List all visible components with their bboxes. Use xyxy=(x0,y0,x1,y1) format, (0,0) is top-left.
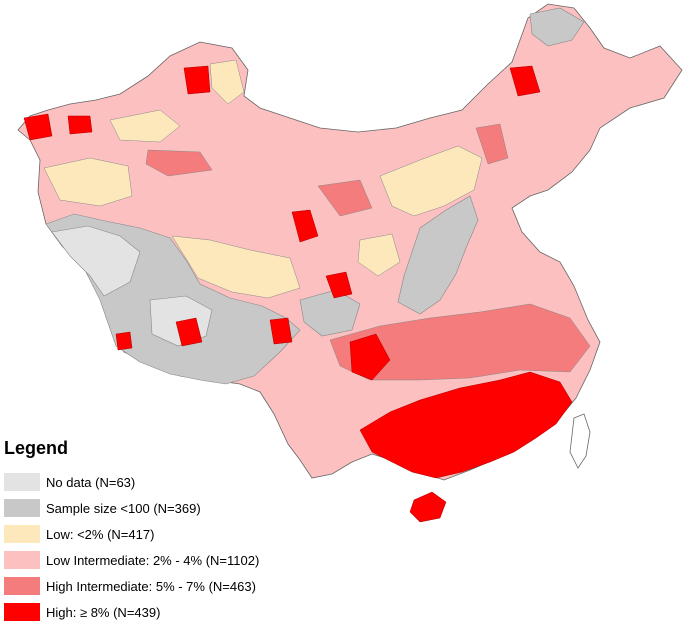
region-no-data-west xyxy=(51,225,141,297)
legend-label: Low: <2% (N=417) xyxy=(46,526,155,542)
region-low-center xyxy=(357,233,401,277)
region-low-northwest xyxy=(43,157,133,207)
legend-item: No data (N=63) xyxy=(4,469,334,495)
legend-item: High: ≥ 8% (N=439) xyxy=(4,599,334,625)
region-sample-size-northeast xyxy=(529,7,585,47)
legend-item: High Intermediate: 5% - 7% (N=463) xyxy=(4,573,334,599)
legend-item: Sample size <100 (N=369) xyxy=(4,495,334,521)
legend-swatch xyxy=(4,577,40,595)
legend-title: Legend xyxy=(4,438,69,458)
legend-swatch xyxy=(4,499,40,517)
region-low-north xyxy=(209,59,245,105)
legend-swatch xyxy=(4,603,40,621)
legend-swatch xyxy=(4,473,40,491)
region-high-tibet-1 xyxy=(175,317,203,347)
legend-swatch xyxy=(4,551,40,569)
legend-label: High Intermediate: 5% - 7% (N=463) xyxy=(46,578,256,594)
region-high-qinghai xyxy=(325,271,353,299)
region-high-tibet-3 xyxy=(115,331,133,351)
region-high-xinjiang-west-1 xyxy=(23,113,53,141)
region-low-qinghai xyxy=(171,235,301,299)
region-high-tibet-2 xyxy=(269,317,293,345)
region-high-intermediate-northeast xyxy=(475,123,509,165)
region-high-hainan xyxy=(409,491,447,523)
region-high-sichuan xyxy=(349,333,391,381)
region-high-xinjiang-north xyxy=(183,65,211,95)
region-low-innermongolia xyxy=(379,145,483,217)
region-high-xinjiang-west-2 xyxy=(67,115,93,135)
region-high-gansu xyxy=(291,209,319,243)
region-high-intermediate-southeast xyxy=(329,303,591,381)
legend-label: No data (N=63) xyxy=(46,474,136,490)
legend-label: Sample size <100 (N=369) xyxy=(46,500,201,516)
legend-label: High: ≥ 8% (N=439) xyxy=(46,604,161,620)
region-high-intermediate-ningxia xyxy=(317,179,373,217)
legend-swatch xyxy=(4,525,40,543)
legend-item: Low Intermediate: 2% - 4% (N=1102) xyxy=(4,547,334,573)
region-sample-size-north xyxy=(397,195,479,315)
legend: Legend No data (N=63) Sample size <100 (N… xyxy=(4,438,334,625)
region-high-intermediate-gansu xyxy=(145,149,213,177)
region-taiwan xyxy=(569,413,591,469)
region-low-west xyxy=(109,109,181,143)
region-high-south xyxy=(359,371,573,479)
legend-items: No data (N=63) Sample size <100 (N=369) Lo… xyxy=(4,469,334,625)
legend-item: Low: <2% (N=417) xyxy=(4,521,334,547)
legend-label: Low Intermediate: 2% - 4% (N=1102) xyxy=(46,552,260,568)
region-high-heilongjiang xyxy=(509,65,541,97)
